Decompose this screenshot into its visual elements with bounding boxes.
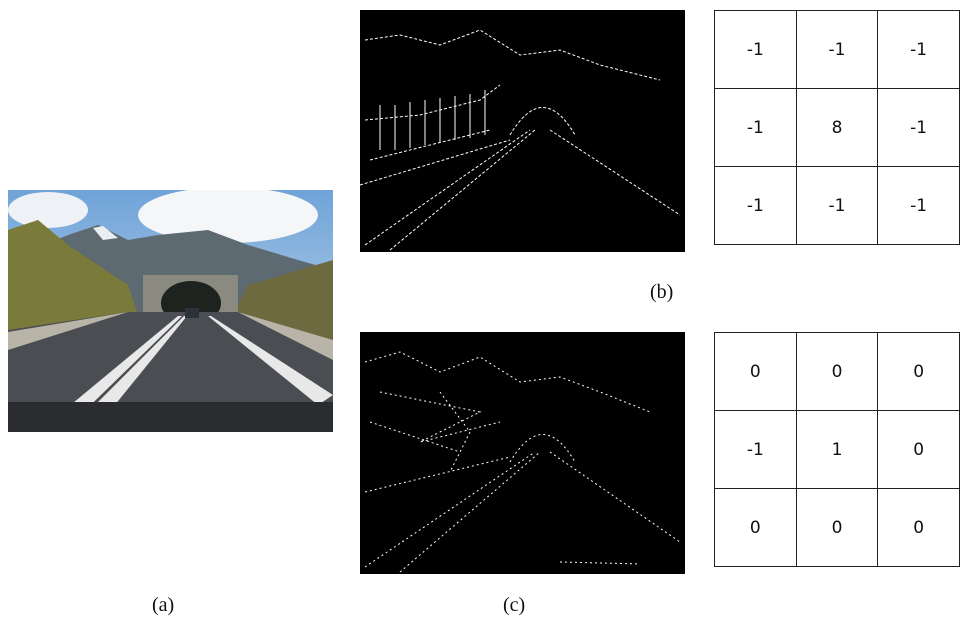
kernel-cell: 0 [878,489,960,567]
figure-page: (a) (b) (c) -1-1-1-18-1-1-1-1 000-110000… [0,0,960,629]
kernel-row: -1-1-1 [715,11,960,89]
edge-image-c [360,332,685,574]
kernel-cell: 0 [796,333,878,411]
kernel-cell: -1 [715,11,797,89]
kernel-cell: -1 [796,167,878,245]
kernel-cell: -1 [715,167,797,245]
kernel-cell: -1 [878,167,960,245]
kernel-cell: -1 [715,89,797,167]
kernel-cell: 8 [796,89,878,167]
kernel-cell: 0 [878,333,960,411]
caption-c: (c) [503,594,525,617]
caption-a: (a) [152,594,174,617]
kernel-cell: 0 [796,489,878,567]
kernel-cell: -1 [878,89,960,167]
kernel-cell: 0 [715,333,797,411]
kernel-cell: -1 [796,11,878,89]
kernel-cell: 0 [715,489,797,567]
kernel-cell: -1 [715,411,797,489]
road-photo [8,190,333,432]
kernel-row: -1-1-1 [715,167,960,245]
edge-image-b [360,10,685,252]
kernel-cell: 1 [796,411,878,489]
kernel-cell: -1 [878,11,960,89]
kernel-cell: 0 [878,411,960,489]
caption-b: (b) [650,281,673,304]
